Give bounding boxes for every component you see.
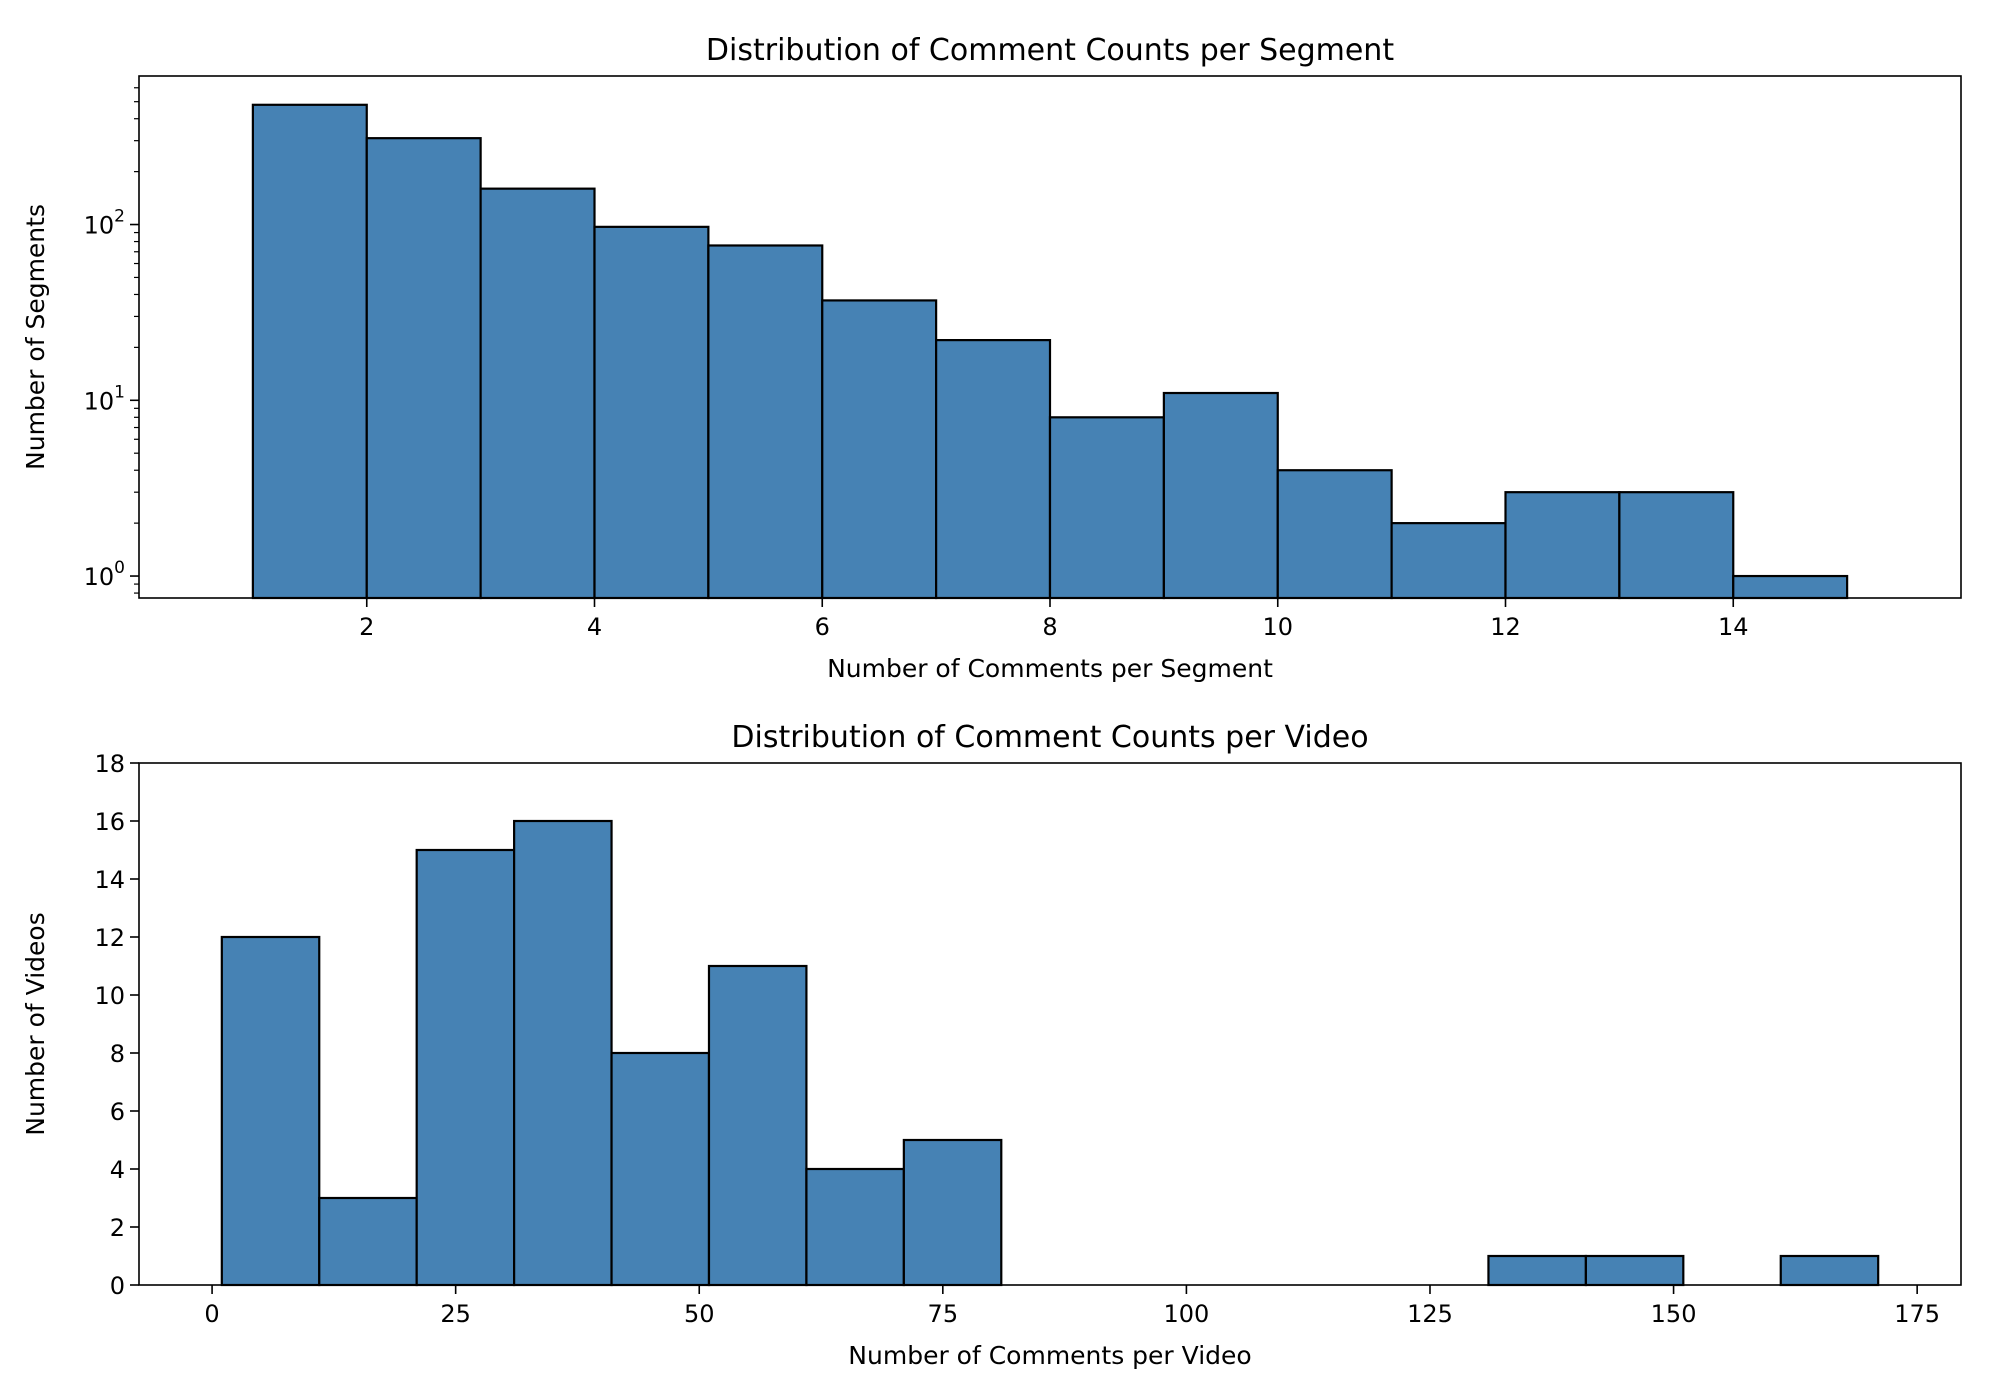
x-tick-label: 175: [1894, 1300, 1940, 1328]
y-tick-label-base: 10: [84, 212, 115, 240]
histogram-bar: [593, 225, 710, 600]
histogram-bar: [610, 1051, 711, 1287]
y-tick-label: 4: [110, 1156, 125, 1184]
chart-title: Distribution of Comment Counts per Segme…: [706, 33, 1394, 68]
y-tick-label: 101: [84, 382, 125, 415]
x-tick-label: 14: [1718, 613, 1749, 641]
x-tick-label: 75: [928, 1300, 959, 1328]
y-tick-label: 6: [110, 1098, 125, 1126]
x-tick-label: 10: [1262, 613, 1293, 641]
histogram-bar: [415, 848, 516, 1287]
x-tick-label: 12: [1490, 613, 1521, 641]
y-tick-label: 100: [84, 558, 125, 591]
chart-title: Distribution of Comment Counts per Video: [731, 720, 1368, 755]
histogram-bar: [1487, 1254, 1587, 1287]
x-tick-label: 100: [1164, 1300, 1210, 1328]
histogram-bar: [707, 244, 824, 600]
histogram-bar: [251, 103, 368, 600]
video-histogram-chart: 0 25 50 75 100 125 150 175 0 2 4 6 8 10 12 14 16 18 Distri…: [21, 720, 1962, 1370]
histogram-bar: [935, 339, 1052, 600]
x-tick-label: 125: [1407, 1300, 1453, 1328]
x-tick-label: 2: [359, 613, 374, 641]
histogram-bar: [707, 964, 808, 1287]
y-tick-label: 12: [94, 924, 125, 952]
x-axis-label: Number of Comments per Video: [848, 1341, 1251, 1370]
y-tick-label-exponent: 1: [114, 382, 125, 402]
x-tick-label: 8: [1042, 613, 1057, 641]
x-tick-label: 150: [1651, 1300, 1697, 1328]
x-axis-label: Number of Comments per Segment: [827, 654, 1273, 683]
histogram-bar: [1390, 522, 1507, 600]
y-tick-label-base: 10: [84, 387, 115, 415]
histogram-bar: [1504, 491, 1621, 600]
histogram-bar: [1584, 1254, 1685, 1287]
histogram-bar: [1048, 416, 1165, 600]
histogram-bar: [365, 137, 482, 600]
y-tick-label: 10: [94, 982, 125, 1010]
histogram-bar: [220, 935, 321, 1287]
y-tick-label-exponent: 0: [114, 558, 125, 578]
y-tick-label-base: 10: [84, 563, 115, 591]
y-tick-label: 102: [84, 207, 125, 240]
histogram-bar: [1162, 391, 1279, 600]
y-tick-label: 18: [94, 750, 125, 778]
histogram-bar: [1779, 1254, 1880, 1287]
y-tick-label: 16: [94, 808, 125, 836]
x-tick-label: 0: [204, 1300, 219, 1328]
y-tick-label: 14: [94, 866, 125, 894]
histogram-bar: [318, 1196, 418, 1287]
y-tick-label-exponent: 2: [114, 207, 125, 227]
histogram-bar: [1732, 574, 1849, 600]
x-tick-label: 6: [815, 613, 830, 641]
histogram-bar: [1276, 469, 1393, 600]
y-tick-label: 2: [110, 1214, 125, 1242]
y-axis-label: Number of Videos: [21, 912, 50, 1136]
y-axis-label: Number of Segments: [21, 204, 50, 470]
histogram-bar: [479, 187, 596, 600]
y-tick-label: 0: [110, 1272, 125, 1300]
histogram-bar: [902, 1138, 1003, 1287]
histogram-bar: [1618, 491, 1735, 600]
histogram-bar: [821, 299, 938, 600]
histogram-bar: [805, 1167, 905, 1287]
axes-frame: [138, 762, 1962, 1286]
x-tick-label: 4: [587, 613, 602, 641]
x-tick-label: 25: [440, 1300, 471, 1328]
x-tick-label: 50: [684, 1300, 715, 1328]
y-tick-label: 8: [110, 1040, 125, 1068]
histogram-bar: [513, 819, 613, 1287]
